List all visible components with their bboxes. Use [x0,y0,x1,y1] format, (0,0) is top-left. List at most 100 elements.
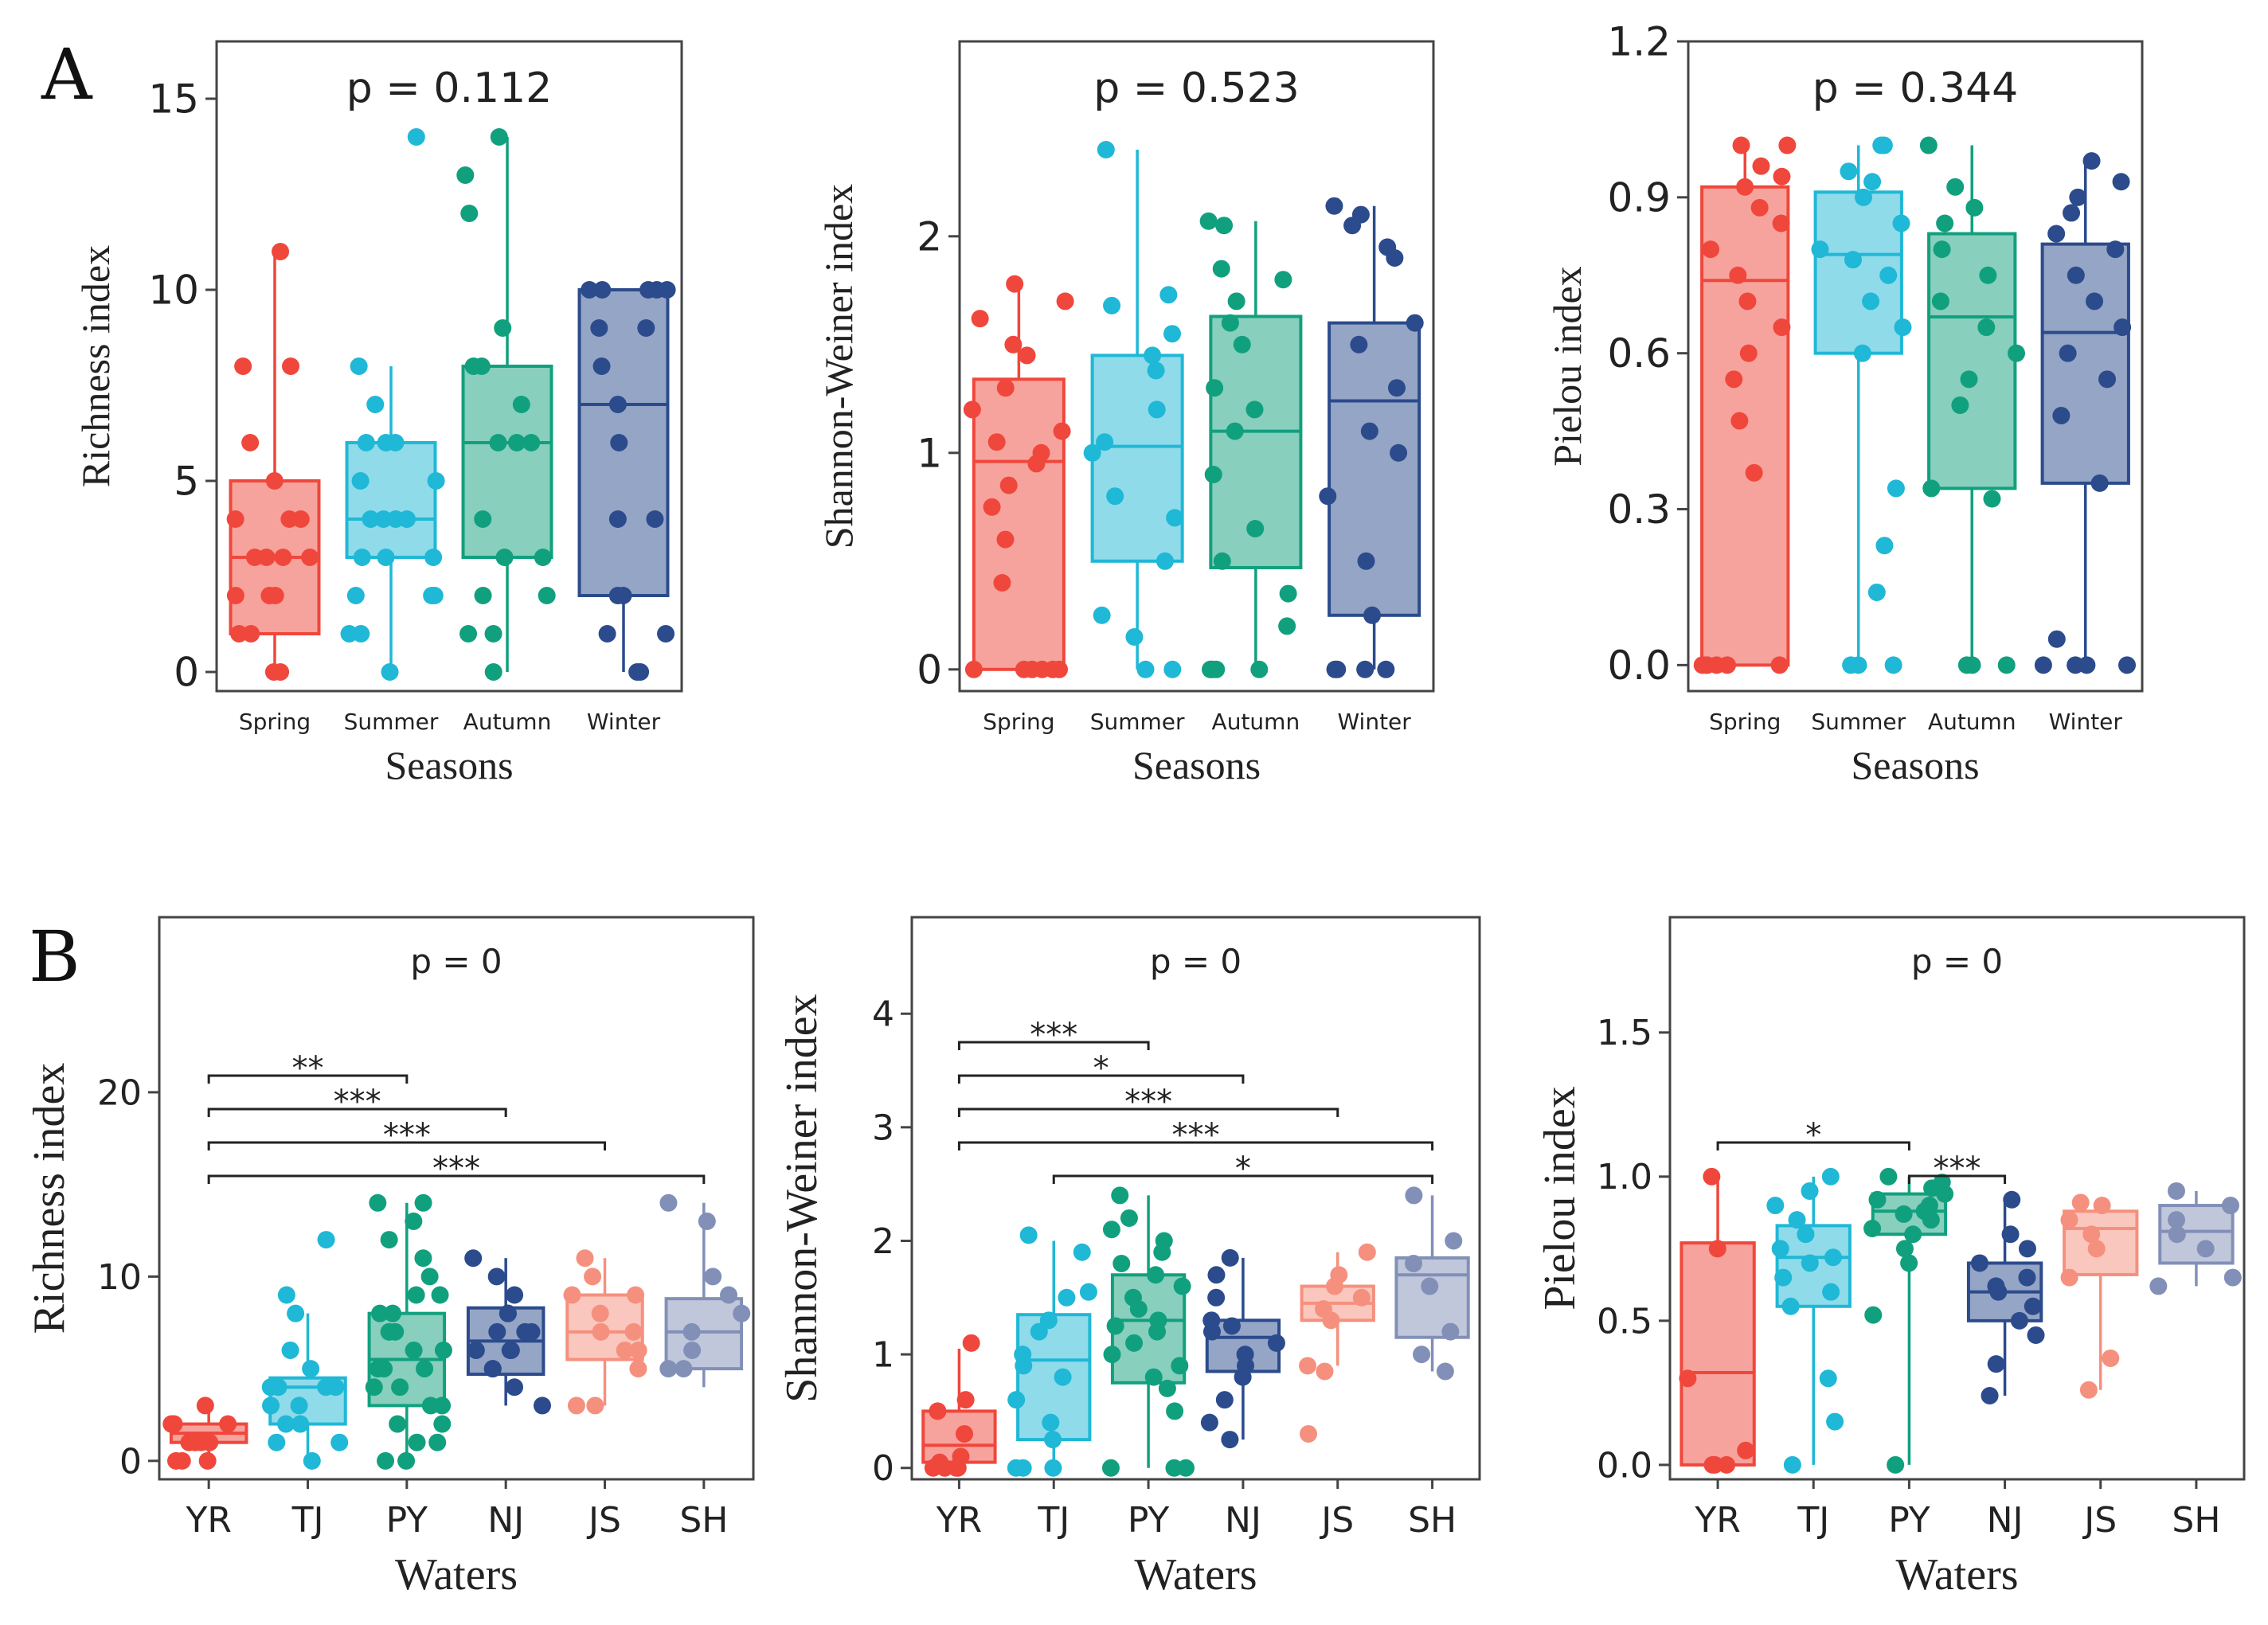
data-point [1981,1387,1999,1405]
significance-label: *** [334,1084,381,1120]
data-point [1900,1254,1918,1272]
data-point [1278,617,1296,635]
data-point [459,625,478,643]
data-point [658,281,676,299]
data-point [1103,296,1121,314]
data-point [1155,1232,1173,1250]
data-point [1106,1317,1124,1335]
data-point [1736,178,1754,196]
data-point [277,1415,295,1433]
data-point [637,319,655,337]
data-point [186,1433,205,1451]
data-point [1177,1459,1195,1477]
significance-bracket [957,1141,1434,1150]
data-point [1004,335,1023,354]
y-axis-label: Richness index [73,245,118,487]
data-point [245,549,264,566]
data-point [272,663,290,681]
data-point [1970,1254,1988,1272]
x-tick-label: NJ [1225,1500,1261,1541]
data-point [381,663,399,681]
significance-label: *** [432,1150,480,1187]
p-value-label: p = 0.523 [1093,64,1300,112]
data-point [929,1402,947,1420]
x-tick-label: JS [1319,1500,1354,1541]
data-point [1159,286,1178,304]
data-point [1706,1455,1724,1474]
x-axis-label: Seasons [385,743,513,787]
data-point [608,396,627,413]
data-point [2059,344,2077,362]
data-point [484,663,502,681]
data-point [1054,1368,1072,1386]
x-tick-label: PY [386,1500,428,1541]
panel-label-b: B [29,916,80,998]
data-point [591,1304,609,1322]
data-point [2067,656,2085,674]
data-point [1703,1167,1721,1186]
data-point [581,281,599,299]
data-point [1097,141,1115,158]
data-point [1406,314,1424,332]
data-point [1101,1459,1120,1477]
data-point [1166,1402,1184,1420]
data-point [1773,167,1791,186]
x-axis-label: Seasons [1132,743,1261,787]
significance-bracket [957,1041,1150,1050]
data-point [1922,479,1941,498]
data-point [592,1322,610,1341]
data-point [2079,1381,2098,1399]
data-point [365,1378,383,1396]
data-point [1136,660,1155,678]
data-point [1864,1306,1883,1324]
data-point [290,1396,308,1415]
box-sh [664,1297,744,1371]
data-point [330,1433,349,1451]
significance-label: * [1093,1050,1109,1087]
y-tick-label: 0 [917,646,942,693]
data-point [405,1341,423,1359]
y-tick-label: 1 [872,1335,894,1376]
data-point [1221,1431,1239,1449]
data-point [377,1451,395,1470]
data-point [1125,628,1144,646]
x-tick-label: TJ [1037,1500,1069,1541]
data-point [1015,660,1033,678]
data-point [1173,1277,1191,1295]
chart-2: 0 1 2 Spring Summer Autumn Winter p = 0.523 Seas… [816,40,1435,787]
data-point [414,1193,432,1212]
data-point [350,357,368,375]
data-point [2112,173,2130,191]
significance-bracket [1052,1174,1434,1184]
data-point [2086,292,2104,311]
data-point [1124,1288,1142,1307]
x-tick-label: SH [1408,1500,1457,1541]
data-point [1166,509,1184,527]
data-point [460,205,479,222]
data-point [507,434,526,451]
y-tick-label: 20 [97,1072,142,1113]
data-point [2168,1211,2186,1229]
data-point [1328,660,1347,678]
data-point [1144,1368,1163,1386]
data-point [1933,240,1951,259]
chart-6: 0.00.51.01.5YR TJ PY NJ JS SHp = 0****WatersP… [1535,916,2246,1600]
significance-label: *** [1030,1017,1077,1053]
data-point [2047,630,2066,648]
data-point [1946,178,1965,196]
data-point [987,433,1006,451]
data-point [1854,188,1872,206]
data-point [391,1378,409,1396]
data-point [1316,1362,1334,1381]
data-point [1387,379,1406,397]
data-point [1006,275,1024,293]
data-point [242,625,260,643]
y-tick-label: 1.2 [1607,19,1671,65]
data-point [1360,422,1378,440]
data-point [425,587,444,604]
data-point [431,1286,449,1304]
data-point [2090,474,2109,492]
data-point [1058,1288,1076,1307]
y-tick-label: 1 [917,430,942,476]
data-point [1788,1211,1806,1229]
